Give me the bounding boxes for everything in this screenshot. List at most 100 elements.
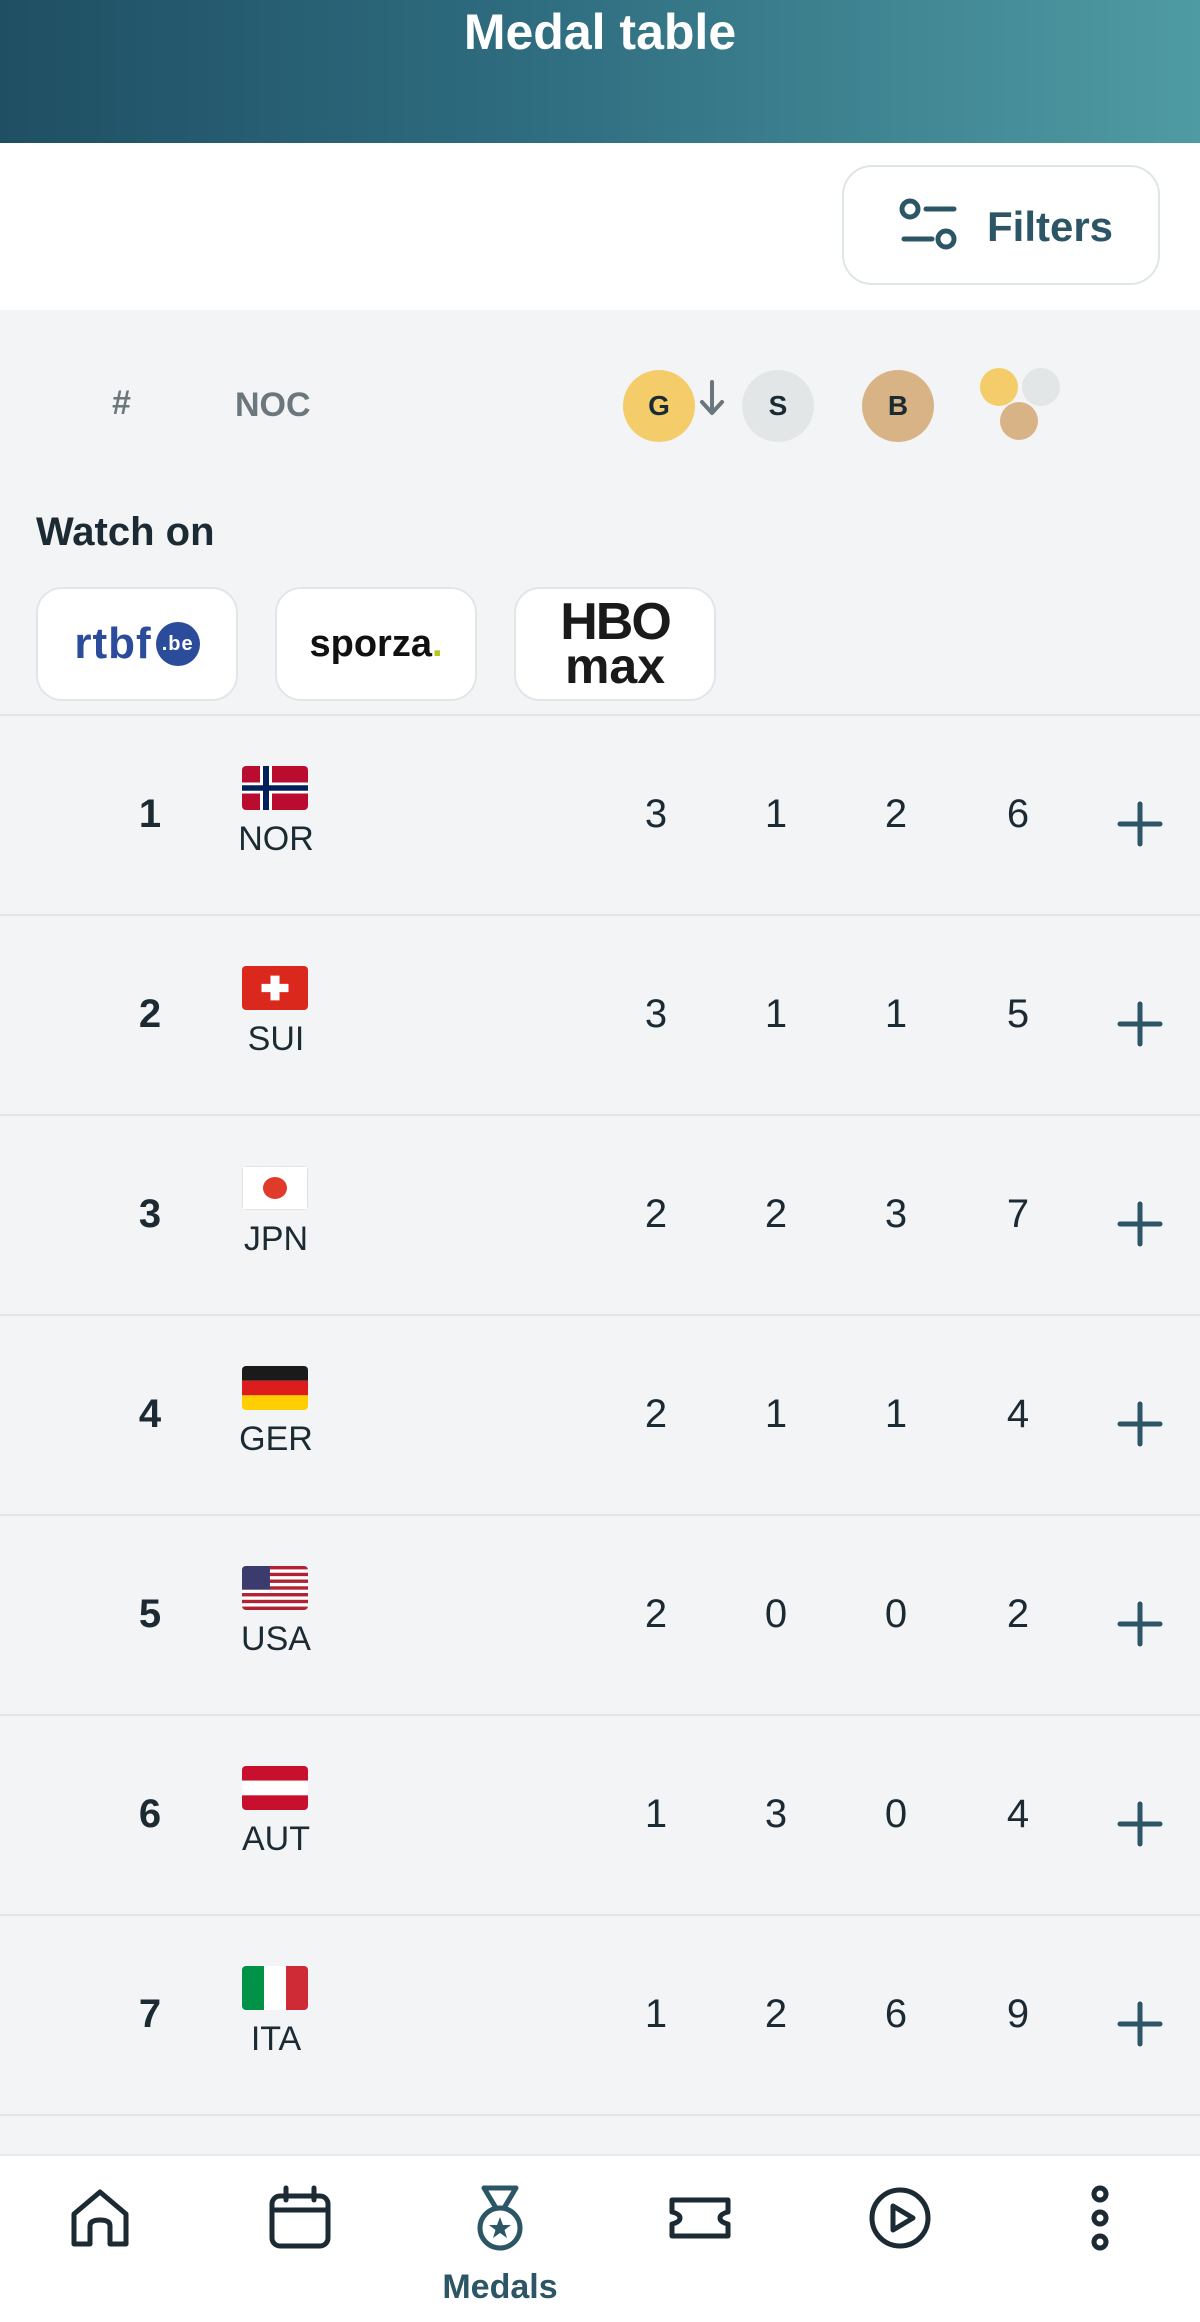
flag-austria-icon bbox=[242, 1766, 308, 1810]
total-count: 4 bbox=[1006, 1392, 1030, 1436]
table-row[interactable]: 5 USA 2 0 0 2 bbox=[0, 1514, 1200, 1714]
nav-medals-label: Medals bbox=[442, 2268, 558, 2306]
flag-switzerland-icon bbox=[242, 966, 308, 1010]
top-bar: Medal table bbox=[0, 0, 1200, 143]
rank: 1 bbox=[138, 792, 162, 836]
rank-column-header: # bbox=[112, 384, 131, 422]
gold-count: 1 bbox=[644, 1992, 668, 2036]
silver-count: 3 bbox=[764, 1792, 788, 1836]
nav-more[interactable] bbox=[1000, 2156, 1200, 2322]
play-icon bbox=[869, 2187, 931, 2249]
flag-germany-icon bbox=[242, 1366, 308, 1410]
bronze-count: 1 bbox=[884, 1392, 908, 1436]
rank: 2 bbox=[138, 992, 162, 1036]
noc-column-header[interactable]: NOC bbox=[235, 386, 311, 424]
gold-label: G bbox=[648, 390, 670, 421]
broadcaster-rtbf[interactable]: rtbf .be bbox=[36, 587, 238, 701]
rank: 7 bbox=[138, 1992, 162, 2036]
noc-code: ITA bbox=[250, 2020, 302, 2058]
expand-plus-icon[interactable] bbox=[1116, 1400, 1164, 1448]
flag-usa-icon bbox=[242, 1566, 308, 1610]
ticket-icon bbox=[669, 2197, 731, 2239]
more-icon bbox=[1091, 2185, 1109, 2251]
gold-count: 3 bbox=[644, 992, 668, 1036]
bronze-count: 6 bbox=[884, 1992, 908, 2036]
bronze-count: 0 bbox=[884, 1792, 908, 1836]
silver-count: 1 bbox=[764, 992, 788, 1036]
table-header: # NOC G S B bbox=[0, 310, 1200, 500]
rank: 3 bbox=[138, 1192, 162, 1236]
gold-count: 2 bbox=[644, 1592, 668, 1636]
nav-schedule[interactable] bbox=[200, 2156, 400, 2322]
table-row[interactable]: 4 GER 2 1 1 4 bbox=[0, 1314, 1200, 1514]
hbo-max-bottom: max bbox=[564, 638, 666, 694]
nav-medals[interactable]: Medals bbox=[400, 2156, 600, 2322]
bronze-count: 0 bbox=[884, 1592, 908, 1636]
total-count: 7 bbox=[1006, 1192, 1030, 1236]
bronze-count: 3 bbox=[884, 1192, 908, 1236]
gold-count: 1 bbox=[644, 1792, 668, 1836]
broadcaster-hbo-max[interactable]: HBO max bbox=[514, 587, 716, 701]
noc-code: GER bbox=[239, 1420, 313, 1458]
bronze-column-header[interactable]: B bbox=[862, 370, 934, 442]
expand-plus-icon[interactable] bbox=[1116, 800, 1164, 848]
flag-italy-icon bbox=[242, 1966, 308, 2010]
expand-plus-icon[interactable] bbox=[1116, 1600, 1164, 1648]
rtbf-suffix: .be bbox=[155, 622, 200, 666]
total-medals-icon[interactable] bbox=[978, 368, 1062, 448]
total-count: 2 bbox=[1006, 1592, 1030, 1636]
rtbf-name: rtbf bbox=[74, 619, 152, 668]
rank: 5 bbox=[138, 1592, 162, 1636]
rank: 4 bbox=[138, 1392, 162, 1436]
bronze-count: 1 bbox=[884, 992, 908, 1036]
table-row[interactable]: 1 NOR 3 1 2 6 bbox=[0, 714, 1200, 914]
nav-watch[interactable] bbox=[800, 2156, 1000, 2322]
rtbf-logo: rtbf .be bbox=[74, 619, 200, 669]
table-row[interactable]: 2 SUI 3 1 1 5 bbox=[0, 914, 1200, 1114]
filter-sliders-icon bbox=[899, 198, 957, 250]
arrow-down-icon bbox=[700, 380, 724, 415]
silver-count: 1 bbox=[764, 1392, 788, 1436]
gold-column-header[interactable]: G bbox=[623, 370, 695, 442]
expand-plus-icon[interactable] bbox=[1116, 1200, 1164, 1248]
noc-code: AUT bbox=[242, 1820, 310, 1858]
hbo-max-logo: HBO max bbox=[560, 593, 672, 694]
sporza-name: sporza bbox=[309, 622, 432, 665]
nav-tickets[interactable] bbox=[600, 2156, 800, 2322]
nav-home[interactable] bbox=[0, 2156, 200, 2322]
calendar-icon bbox=[269, 2185, 331, 2249]
silver-count: 1 bbox=[764, 792, 788, 836]
filters-bar: Filters bbox=[0, 143, 1200, 310]
silver-count: 2 bbox=[764, 1992, 788, 2036]
flag-japan-icon bbox=[242, 1166, 308, 1210]
gold-count: 2 bbox=[644, 1192, 668, 1236]
table-row[interactable]: 6 AUT 1 3 0 4 bbox=[0, 1714, 1200, 1914]
expand-plus-icon[interactable] bbox=[1116, 1800, 1164, 1848]
table-row[interactable]: 3 JPN 2 2 3 7 bbox=[0, 1114, 1200, 1314]
broadcaster-sporza[interactable]: sporza. bbox=[275, 587, 477, 701]
noc-code: JPN bbox=[243, 1220, 309, 1258]
silver-column-header[interactable]: S bbox=[742, 370, 814, 442]
noc-code: USA bbox=[241, 1620, 311, 1658]
gold-count: 2 bbox=[644, 1392, 668, 1436]
total-count: 9 bbox=[1006, 1992, 1030, 2036]
filters-label: Filters bbox=[987, 203, 1114, 250]
watch-on-title: Watch on bbox=[36, 510, 215, 554]
expand-plus-icon[interactable] bbox=[1116, 2000, 1164, 2048]
filters-button[interactable]: Filters bbox=[842, 165, 1160, 285]
hbo-max-top: HBO bbox=[560, 593, 672, 651]
total-count: 4 bbox=[1006, 1792, 1030, 1836]
noc-code: NOR bbox=[238, 820, 314, 858]
table-row-partial bbox=[0, 2114, 1200, 2154]
home-icon bbox=[71, 2189, 129, 2247]
bronze-label: B bbox=[887, 390, 909, 421]
medal-table: 1 NOR 3 1 2 6 2 SUI 3 1 1 5 3 JPN 2 2 bbox=[0, 714, 1200, 2154]
silver-count: 2 bbox=[764, 1192, 788, 1236]
page-title: Medal table bbox=[463, 4, 737, 60]
expand-plus-icon[interactable] bbox=[1116, 1000, 1164, 1048]
table-row[interactable]: 7 ITA 1 2 6 9 bbox=[0, 1914, 1200, 2114]
silver-label: S bbox=[768, 390, 788, 421]
bronze-count: 2 bbox=[884, 792, 908, 836]
gold-count: 3 bbox=[644, 792, 668, 836]
sporza-dot: . bbox=[431, 622, 443, 665]
